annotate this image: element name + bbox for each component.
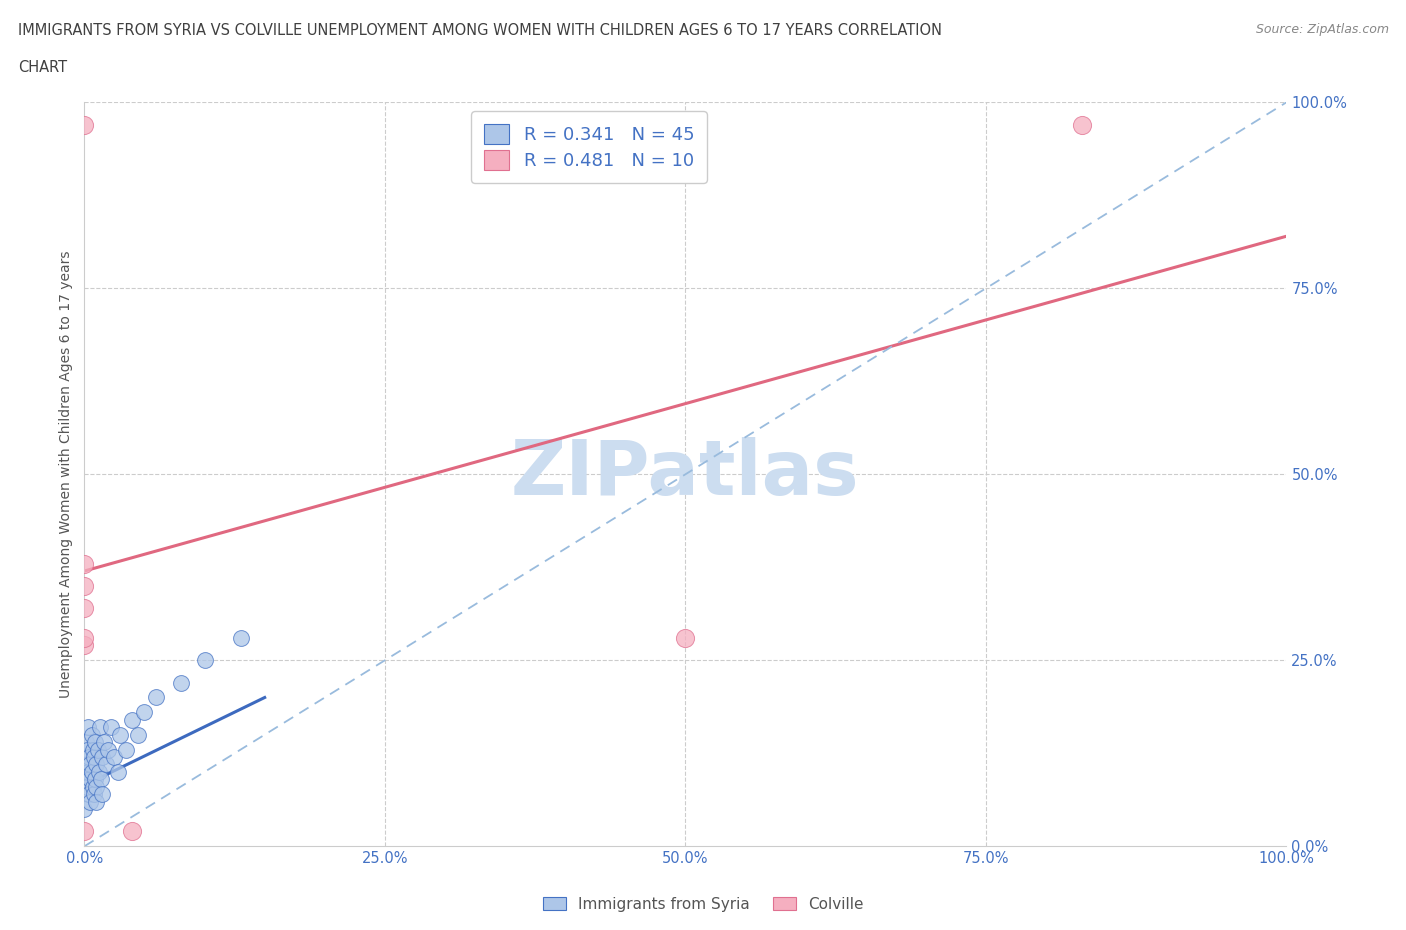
- Point: [94, 757, 117, 772]
- Point: [90, 772, 112, 787]
- Point: [76, 779, 98, 794]
- Point: [194, 653, 217, 668]
- Point: [100, 720, 122, 735]
- Text: ZIPatlas: ZIPatlas: [512, 437, 859, 512]
- Point: [75, 757, 97, 772]
- Point: [83, 787, 105, 802]
- Point: [97, 742, 120, 757]
- Point: [79, 772, 101, 787]
- Point: [82, 742, 104, 757]
- Point: [134, 705, 156, 720]
- Point: [87, 764, 110, 779]
- Point: [73, 824, 96, 839]
- Point: [80, 764, 103, 779]
- Point: [73, 772, 96, 787]
- Point: [83, 750, 105, 764]
- Point: [77, 764, 100, 779]
- Point: [73, 601, 96, 616]
- Text: Source: ZipAtlas.com: Source: ZipAtlas.com: [1256, 23, 1389, 36]
- Point: [79, 757, 101, 772]
- Point: [77, 750, 100, 764]
- Point: [84, 735, 107, 750]
- Point: [73, 578, 96, 593]
- Point: [80, 727, 103, 742]
- Point: [73, 631, 96, 645]
- Point: [77, 787, 100, 802]
- Point: [73, 117, 96, 132]
- Point: [79, 794, 101, 809]
- Point: [73, 802, 96, 817]
- Point: [229, 631, 252, 645]
- Point: [91, 750, 114, 764]
- Text: CHART: CHART: [18, 60, 67, 75]
- Point: [84, 772, 107, 787]
- Point: [73, 556, 96, 571]
- Point: [169, 675, 191, 690]
- Y-axis label: Unemployment Among Women with Children Ages 6 to 17 years: Unemployment Among Women with Children A…: [59, 250, 73, 698]
- Point: [1071, 117, 1094, 132]
- Point: [675, 631, 697, 645]
- Point: [110, 727, 132, 742]
- Point: [103, 750, 125, 764]
- Point: [115, 742, 138, 757]
- Point: [93, 735, 115, 750]
- Point: [76, 742, 98, 757]
- Point: [86, 779, 108, 794]
- Point: [73, 638, 96, 653]
- Point: [77, 720, 100, 735]
- Point: [86, 794, 108, 809]
- Point: [121, 712, 143, 727]
- Point: [82, 779, 104, 794]
- Text: IMMIGRANTS FROM SYRIA VS COLVILLE UNEMPLOYMENT AMONG WOMEN WITH CHILDREN AGES 6 : IMMIGRANTS FROM SYRIA VS COLVILLE UNEMPL…: [18, 23, 942, 38]
- Legend: R = 0.341   N = 45, R = 0.481   N = 10: R = 0.341 N = 45, R = 0.481 N = 10: [471, 112, 707, 182]
- Point: [75, 735, 97, 750]
- Point: [91, 787, 114, 802]
- Point: [127, 727, 149, 742]
- Point: [86, 757, 108, 772]
- Point: [121, 824, 143, 839]
- Point: [89, 720, 111, 735]
- Point: [86, 742, 108, 757]
- Point: [145, 690, 167, 705]
- Point: [107, 764, 129, 779]
- Legend: Immigrants from Syria, Colville: Immigrants from Syria, Colville: [537, 890, 869, 918]
